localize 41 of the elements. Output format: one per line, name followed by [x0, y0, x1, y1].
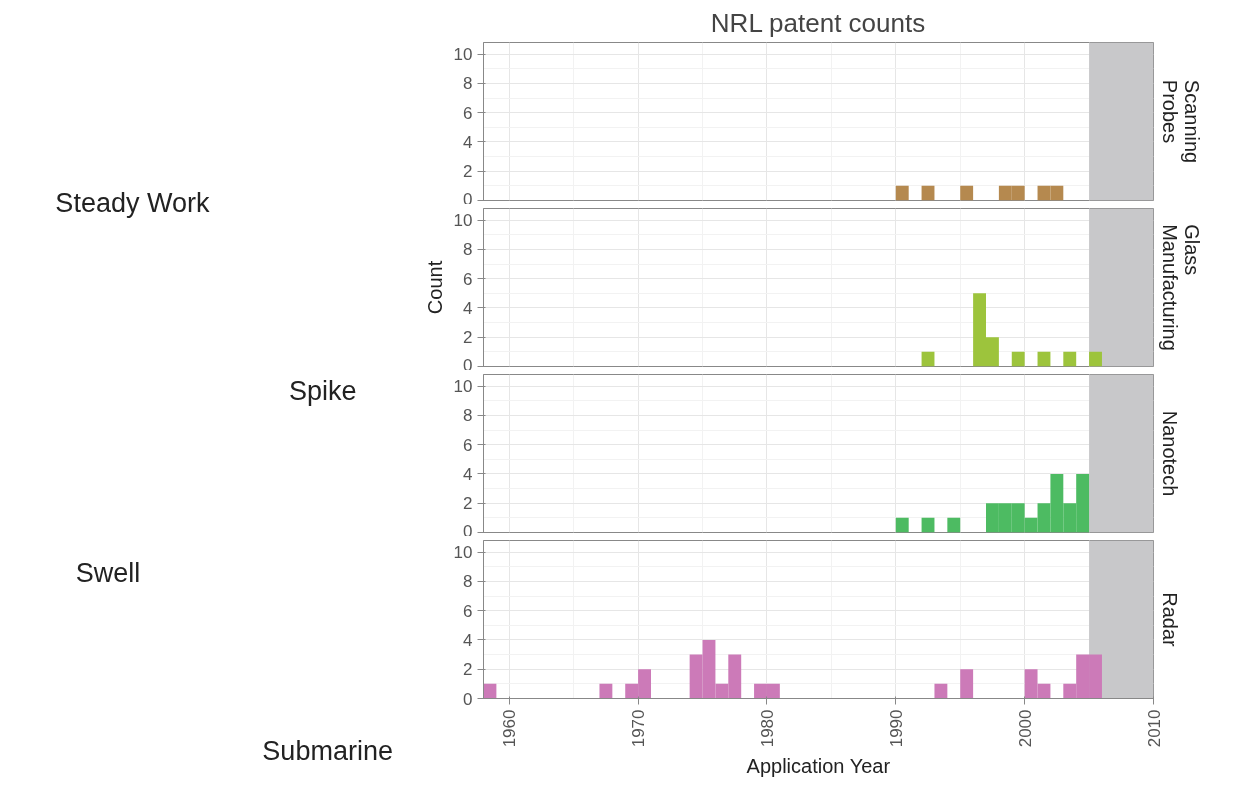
- x-tick-label: 1960: [500, 709, 520, 748]
- y-tick-label: 0: [463, 689, 473, 709]
- y-tick-label: 8: [463, 240, 473, 260]
- y-tick-label: 6: [463, 435, 473, 455]
- x-tick-label: 1980: [757, 709, 777, 748]
- y-tick-label: 4: [463, 132, 473, 152]
- y-tick-label: 4: [463, 630, 473, 650]
- x-tick-label: 1990: [886, 709, 906, 748]
- y-tick-label: 2: [463, 328, 473, 348]
- text: Glass Manufacturing: [1158, 224, 1203, 351]
- y-tick-label: 10: [453, 377, 473, 397]
- x-tick-label: 2010: [1144, 709, 1164, 748]
- text: Swell: [75, 558, 141, 589]
- y-tick-label: 0: [463, 521, 473, 541]
- text: Spike: [288, 375, 357, 406]
- text: Nanotech: [1158, 410, 1181, 497]
- y-tick-label: 4: [463, 464, 473, 484]
- y-tick-label: 2: [463, 162, 473, 182]
- y-axis-title: Count: [423, 260, 446, 315]
- text: Submarine: [262, 736, 393, 767]
- text: Steady Work: [55, 188, 210, 218]
- y-tick-label: 0: [463, 355, 473, 375]
- x-tick-label: 2000: [1015, 709, 1035, 748]
- chart-title: NRL patent counts: [710, 7, 926, 38]
- x-tick-label: 1970: [629, 709, 649, 748]
- y-tick-label: 2: [463, 494, 473, 514]
- y-tick-label: 10: [453, 45, 473, 65]
- y-tick-label: 0: [463, 189, 473, 209]
- y-tick-label: 6: [463, 103, 473, 123]
- y-tick-label: 2: [463, 660, 473, 680]
- y-tick-label: 10: [453, 543, 473, 563]
- y-tick-label: 8: [463, 572, 473, 592]
- x-axis-title: Application Year: [746, 755, 891, 778]
- y-tick-label: 10: [453, 211, 473, 231]
- text: Radar: [1158, 592, 1181, 648]
- text: Scanning Probes: [1158, 79, 1203, 164]
- y-tick-label: 8: [463, 74, 473, 94]
- y-tick-label: 6: [463, 601, 473, 621]
- y-tick-label: 6: [463, 269, 473, 289]
- y-tick-label: 4: [463, 298, 473, 318]
- y-tick-label: 8: [463, 406, 473, 426]
